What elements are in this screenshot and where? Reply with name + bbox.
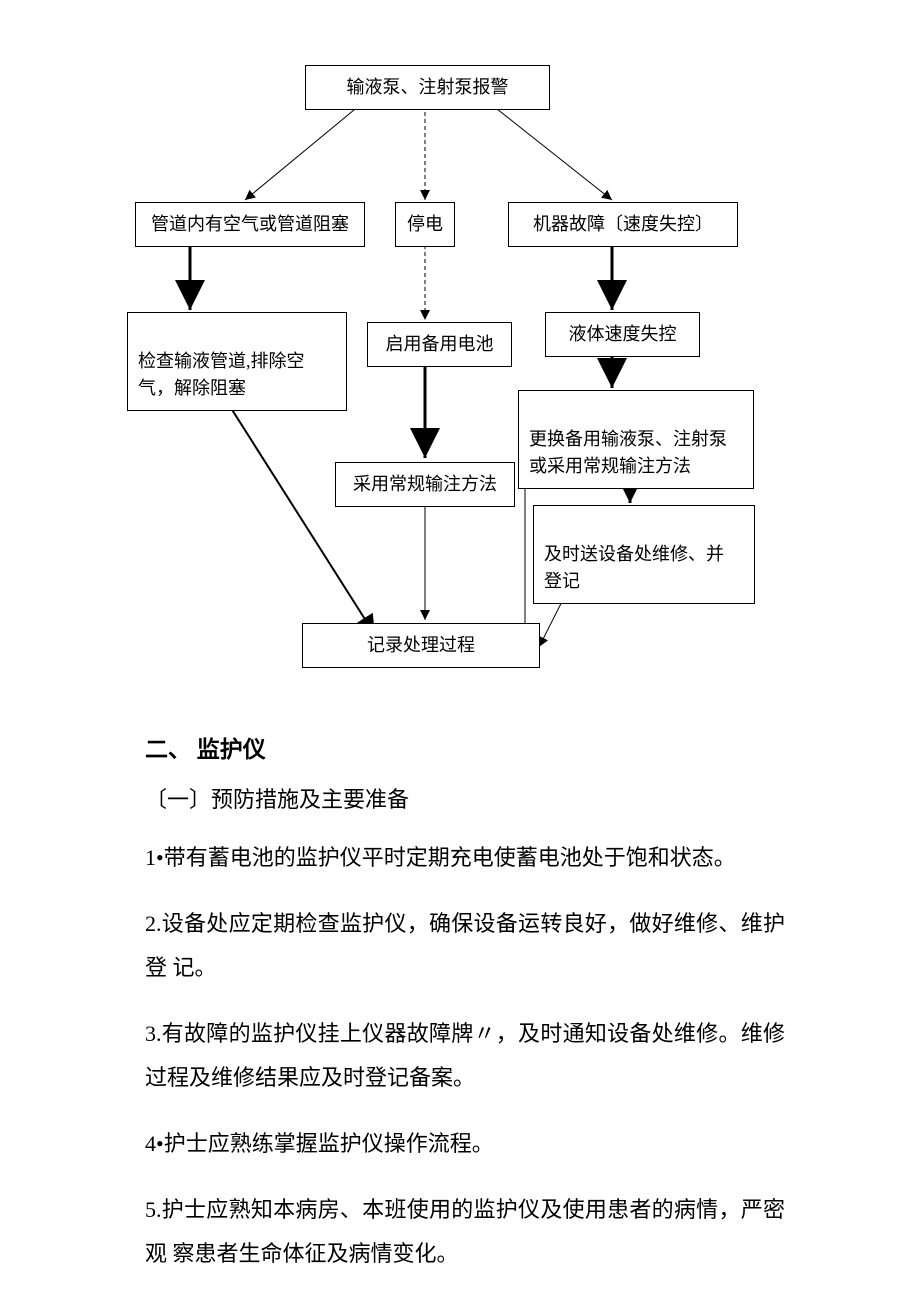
node-b3: 采用常规输注方法 — [335, 462, 515, 507]
node-b2: 启用备用电池 — [367, 322, 512, 367]
node-end: 记录处理过程 — [302, 623, 540, 668]
node-c3: 更换备用输液泵、注射泵 或采用常规输注方法 — [518, 390, 754, 489]
node-b3-label: 采用常规输注方法 — [353, 474, 497, 494]
node-b2-label: 启用备用电池 — [386, 334, 494, 354]
paragraph: 4•护士应熟练掌握监护仪操作流程。 — [145, 1122, 785, 1166]
node-a-label: 管道内有空气或管道阻塞 — [151, 214, 349, 234]
node-a2: 检查输液管道,排除空 气，解除阻塞 — [127, 312, 347, 411]
paragraph: 3.有故障的监护仪挂上仪器故障牌〃，及时通知设备处维修。维修过程及维修结果应及时… — [145, 1012, 785, 1100]
document-body: 二、 监护仪 〔一〕预防措施及主要准备 1•带有蓄电池的监护仪平时定期充电使蓄电… — [145, 720, 785, 1298]
node-c3-label: 更换备用输液泵、注射泵 或采用常规输注方法 — [529, 429, 727, 476]
section-heading: 二、 监护仪 — [145, 730, 785, 764]
node-a2-label: 检查输液管道,排除空 气，解除阻塞 — [138, 351, 305, 398]
node-c2-label: 液体速度失控 — [569, 324, 677, 344]
paragraph: 1•带有蓄电池的监护仪平时定期充电使蓄电池处于饱和状态。 — [145, 836, 785, 880]
node-c4-label: 及时送设备处维修、并 登记 — [544, 544, 724, 591]
node-c: 机器故障〔速度失控〕 — [508, 202, 738, 247]
node-b-label: 停电 — [407, 214, 443, 234]
node-root: 输液泵、注射泵报警 — [305, 65, 550, 110]
node-end-label: 记录处理过程 — [367, 635, 475, 655]
paragraph: 2.设备处应定期检查监护仪，确保设备运转良好，做好维修、维护登 记。 — [145, 902, 785, 990]
node-c4: 及时送设备处维修、并 登记 — [533, 505, 755, 604]
page: 输液泵、注射泵报警 管道内有空气或管道阻塞 停电 机器故障〔速度失控〕 检查输液… — [0, 0, 920, 1302]
node-a: 管道内有空气或管道阻塞 — [135, 202, 365, 247]
node-root-label: 输液泵、注射泵报警 — [347, 77, 509, 97]
flowchart: 输液泵、注射泵报警 管道内有空气或管道阻塞 停电 机器故障〔速度失控〕 检查输液… — [0, 0, 920, 700]
node-b: 停电 — [395, 202, 455, 247]
node-c2: 液体速度失控 — [545, 312, 700, 357]
node-c-label: 机器故障〔速度失控〕 — [533, 214, 713, 234]
paragraph: 5.护士应熟知本病房、本班使用的监护仪及使用患者的病情，严密观 察患者生命体征及… — [145, 1188, 785, 1276]
section-subheading: 〔一〕预防措施及主要准备 — [145, 782, 785, 814]
